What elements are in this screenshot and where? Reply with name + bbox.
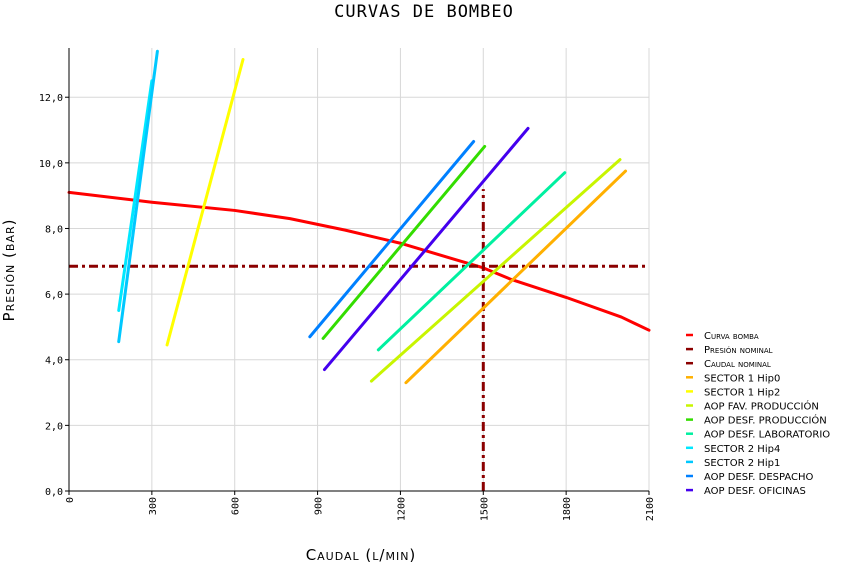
y-tick-label: 0,0 [45,487,63,498]
legend-entry: Caudal nominal [704,359,771,370]
y-tick-label: 12,0 [39,93,63,104]
x-tick-label: 300 [148,497,159,515]
chart-title: CURVAS DE BOMBEO [334,2,514,22]
series-line [321,144,487,340]
x-tick-label: 900 [314,497,325,515]
x-axis-label: Caudal (l/min) [306,546,417,564]
series-line [369,158,622,383]
axes: 0,0 2,0 4,0 6,0 8,0 10,0 12,0 0 300 600 900 1200 150… [39,48,656,521]
plot-area [67,49,651,491]
legend-entry: AOP DESF. OFICINAS [704,486,806,497]
series-line [404,169,628,385]
x-tick-label: 600 [231,497,242,515]
legend-entry: AOP FAV. PRODUCCIÓN [704,400,819,413]
legend-entry: AOP DESF. LABORATORIO [704,430,830,441]
series-line [117,49,159,344]
legend-entry: SECTOR 1 Hip2 [704,387,780,398]
legend-entry: SECTOR 2 Hip1 [704,458,780,469]
series-line [67,190,651,332]
y-tick-label: 6,0 [45,290,63,301]
y-tick-label: 2,0 [45,421,63,432]
x-tick-label: 1800 [562,497,573,521]
legend: Curva bomba Presión nominal Caudal nominal… [686,331,830,497]
x-tick-label: 0 [65,497,76,503]
series-line [117,79,154,313]
legend-entry: AOP DESF. DESPACHO [704,472,814,483]
grid [69,48,650,491]
series-line [376,171,567,352]
series-line [322,126,530,372]
y-axis-label: Presión (bar) [0,219,18,322]
y-tick-label: 4,0 [45,356,63,367]
y-tick-label: 10,0 [39,159,63,170]
legend-entry: SECTOR 2 Hip4 [704,444,780,455]
y-tick-label: 8,0 [45,224,63,235]
legend-entry: Curva bomba [704,331,759,342]
legend-entry: AOP DESF. PRODUCCIÓN [704,414,827,427]
series-line [308,140,476,339]
x-tick-label: 2100 [645,497,656,521]
x-tick-label: 1500 [479,497,490,521]
x-tick-label: 1200 [396,497,407,521]
series-line [165,57,245,347]
legend-entry: SECTOR 1 Hip0 [704,373,780,384]
legend-entry: Presión nominal [704,345,773,356]
